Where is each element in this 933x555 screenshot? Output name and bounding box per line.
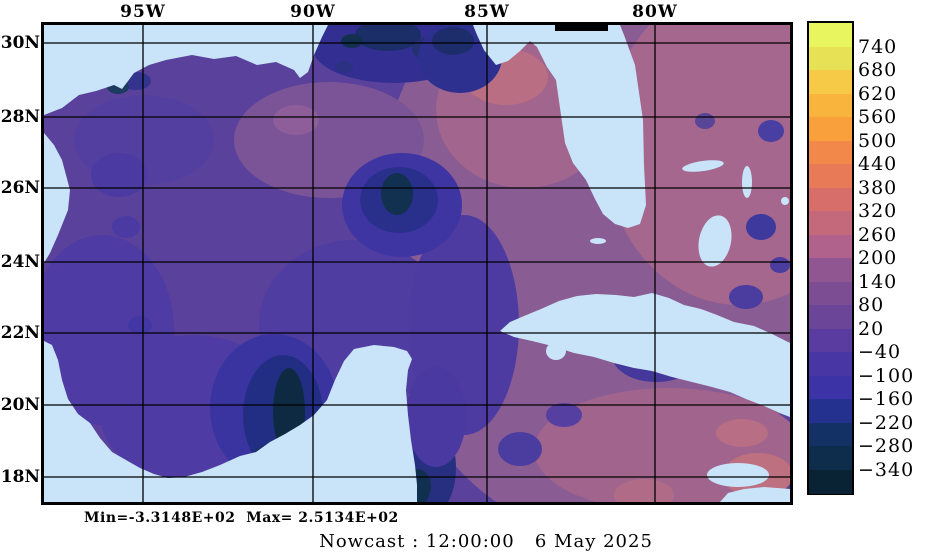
lat-tick-label: 30N: [0, 33, 40, 53]
lon-tick-label: 80W: [632, 2, 678, 22]
lat-tick-label: 20N: [0, 395, 40, 415]
lat-tick-label: 28N: [0, 107, 40, 127]
colorbar-segment: [809, 422, 852, 447]
colorbar-tick-label: −160: [858, 388, 915, 410]
lon-tick-label: 85W: [464, 2, 510, 22]
map-field-svg: [44, 25, 790, 502]
colorbar-tick-label: 740: [858, 35, 898, 58]
lat-tick-label: 24N: [0, 252, 40, 272]
colorbar-tick-label: 440: [858, 153, 898, 175]
colorbar-segment: [809, 234, 852, 259]
nowcast-caption: Nowcast : 12:00:00 6 May 2025: [319, 531, 653, 552]
colorbar-tick-label: −100: [858, 364, 915, 387]
colorbar-tick-label: 200: [858, 247, 898, 269]
colorbar-segment: [809, 23, 852, 47]
colorbar-tick-label: 140: [858, 270, 898, 293]
colorbar-tick-label: 680: [858, 59, 898, 81]
colorbar-tick-label: 320: [858, 200, 898, 222]
colorbar-segment: [809, 328, 852, 353]
colorbar-segment: [809, 164, 852, 188]
colorbar-segment: [809, 70, 852, 94]
colorbar-tick-label: 500: [858, 129, 898, 152]
colorbar-segment: [809, 211, 852, 235]
lat-tick-label: 22N: [0, 323, 40, 343]
colorbar-tick-label: 380: [858, 176, 898, 199]
colorbar-tick-label: 80: [858, 294, 885, 316]
colorbar-tick-label: 20: [858, 317, 885, 340]
lon-tick-label: 90W: [290, 2, 336, 22]
colorbar-segment: [809, 93, 852, 118]
map-plot-area: [41, 22, 793, 505]
colorbar-tick-label: 260: [858, 223, 898, 246]
colorbar-segment: [809, 469, 852, 494]
colorbar-tick-label: −280: [858, 435, 915, 457]
colorbar-segment: [809, 187, 852, 212]
colorbar-segment: [809, 140, 852, 165]
colorbar-segment: [809, 281, 852, 306]
colorbar-segment: [809, 352, 852, 376]
lat-tick-label: 18N: [0, 467, 40, 487]
lon-tick-label: 95W: [120, 2, 166, 22]
colorbar-segment: [809, 305, 852, 329]
colorbar-tick-label: 620: [858, 82, 898, 105]
colorbar-segment: [809, 446, 852, 470]
lat-tick-label: 26N: [0, 178, 40, 198]
colorbar-tick-label: −340: [858, 458, 915, 481]
colorbar-tick-label: 560: [858, 106, 898, 128]
colorbar: [807, 21, 854, 495]
colorbar-segment: [809, 258, 852, 282]
colorbar-segment: [809, 375, 852, 400]
minmax-annotation: Min=-3.3148E+02 Max= 2.5134E+02: [84, 510, 399, 526]
colorbar-segment: [809, 117, 852, 141]
colorbar-segment: [809, 46, 852, 71]
colorbar-tick-label: −40: [858, 341, 902, 363]
colorbar-tick-label: −220: [858, 411, 915, 434]
colorbar-segment: [809, 399, 852, 423]
